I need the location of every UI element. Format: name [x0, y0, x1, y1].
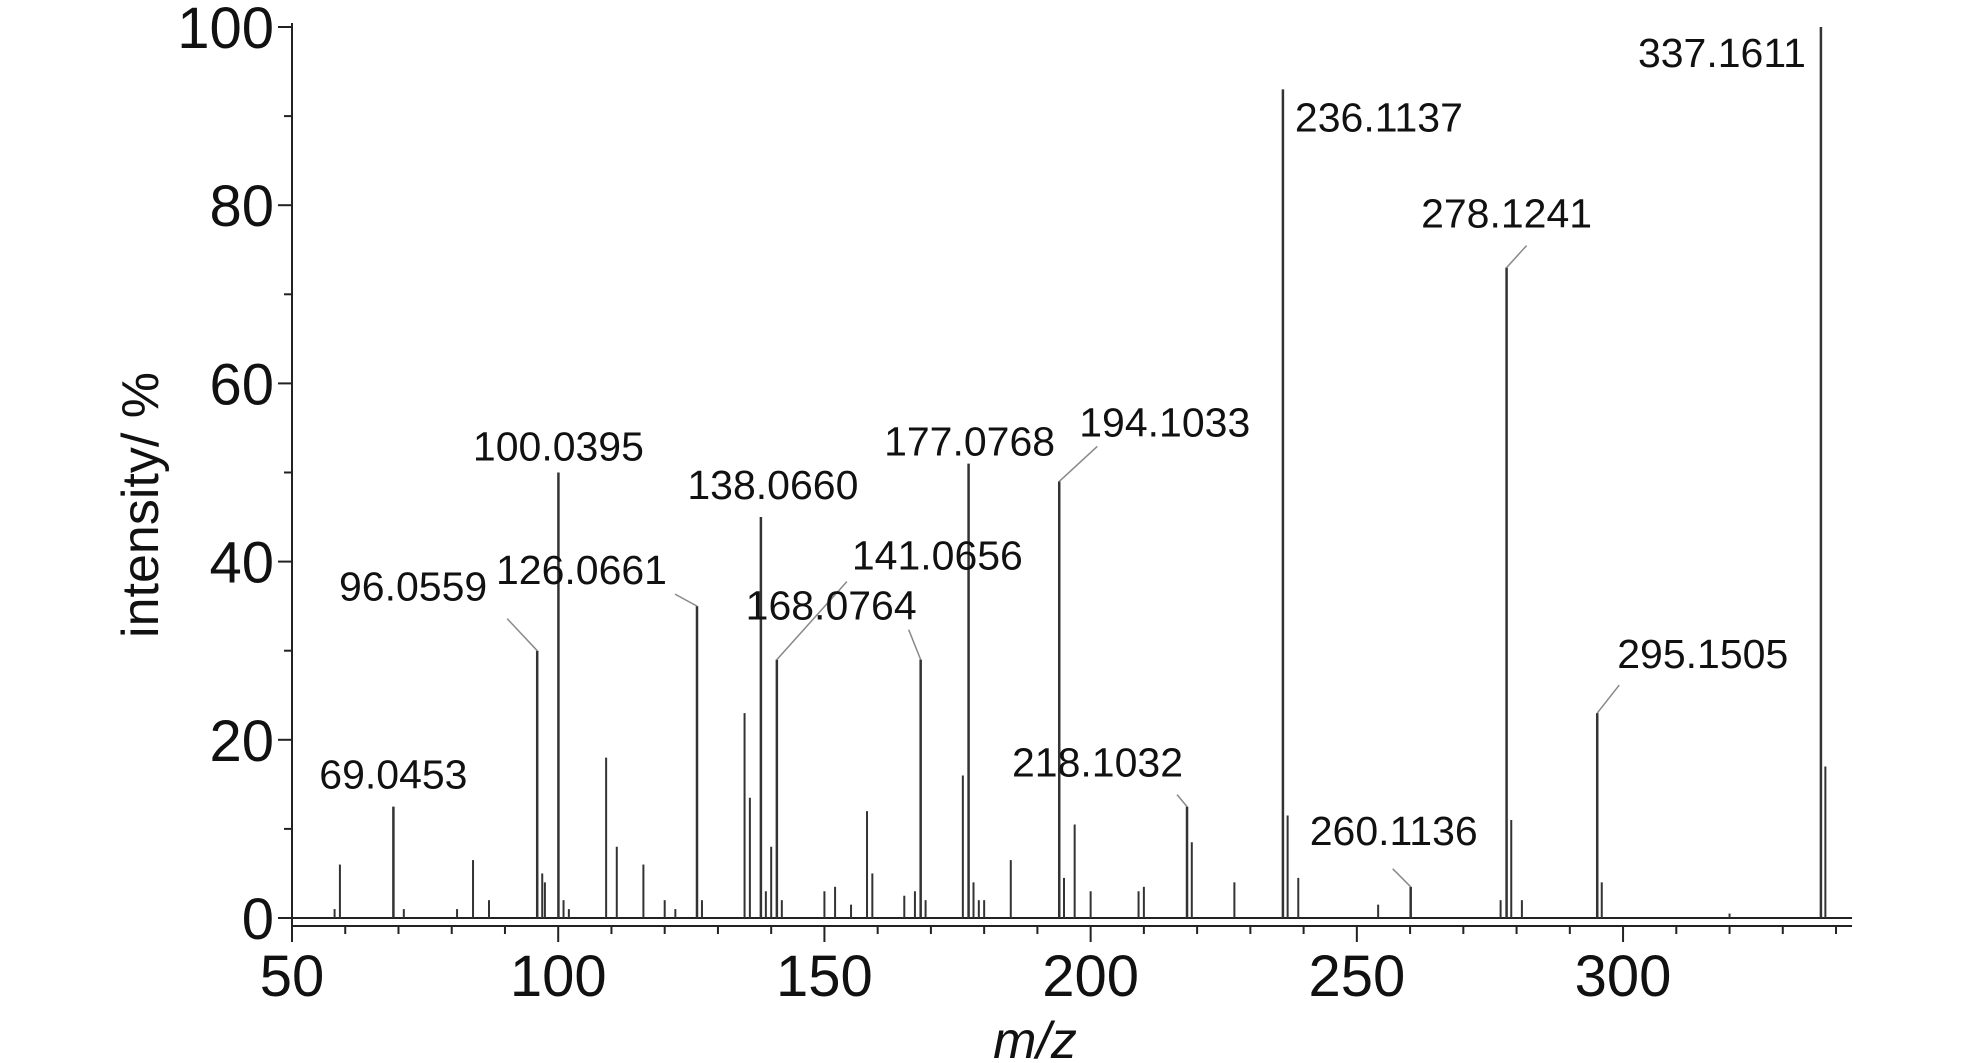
- peak-leader-line: [1392, 868, 1412, 888]
- peak-label: 96.0559: [339, 564, 487, 610]
- x-tick-label: 200: [1042, 944, 1139, 1009]
- peak-label: 100.0395: [473, 424, 644, 470]
- x-axis-title: m/z: [993, 1012, 1077, 1063]
- peak-label: 236.1137: [1295, 94, 1463, 140]
- peak-label: 69.0453: [319, 752, 467, 798]
- peak-label: 141.0656: [852, 533, 1023, 579]
- peak-leader-line: [1058, 445, 1098, 482]
- y-axis-title: intensity/ %: [112, 372, 170, 638]
- peak-label: 126.0661: [496, 547, 667, 593]
- y-tick-label: 0: [242, 887, 274, 952]
- peak-leader-line: [1596, 684, 1620, 714]
- peak-leader-line: [674, 593, 698, 607]
- peak-leader-line: [1506, 245, 1528, 269]
- y-tick-label: 40: [209, 531, 274, 596]
- peak-leader-line: [1176, 794, 1188, 808]
- peak-label: 177.0768: [884, 419, 1055, 465]
- peak-leader-line: [907, 629, 922, 660]
- peak-label: 138.0660: [687, 462, 858, 508]
- y-tick-label: 60: [209, 352, 274, 417]
- x-tick-label: 50: [260, 944, 325, 1009]
- x-tick-label: 250: [1308, 944, 1405, 1009]
- y-tick-label: 20: [209, 709, 274, 774]
- x-tick-label: 300: [1575, 944, 1672, 1009]
- peak-leader-line: [506, 618, 538, 652]
- peak-label: 218.1032: [1012, 740, 1183, 786]
- y-tick-label: 80: [209, 174, 274, 239]
- peak-leader-line: [776, 581, 848, 661]
- peaks: [333, 27, 1827, 918]
- axes: 0 20 40 60 80 100 50 100 150 200 250 300: [177, 0, 1852, 1009]
- peak-label: 278.1241: [1421, 191, 1592, 237]
- peak-label: 194.1033: [1079, 399, 1250, 445]
- y-tick-label: 100: [177, 0, 274, 61]
- peak-label: 168.0764: [746, 583, 917, 629]
- x-tick-label: 150: [776, 944, 873, 1009]
- peak-label: 260.1136: [1310, 808, 1478, 854]
- peak-label: 337.1611: [1638, 30, 1806, 76]
- peak-label: 295.1505: [1617, 631, 1788, 677]
- peak-labels: 69.0453 96.0559 100.0395 126.0661 138.0660 14…: [319, 30, 1806, 888]
- x-tick-label: 100: [510, 944, 607, 1009]
